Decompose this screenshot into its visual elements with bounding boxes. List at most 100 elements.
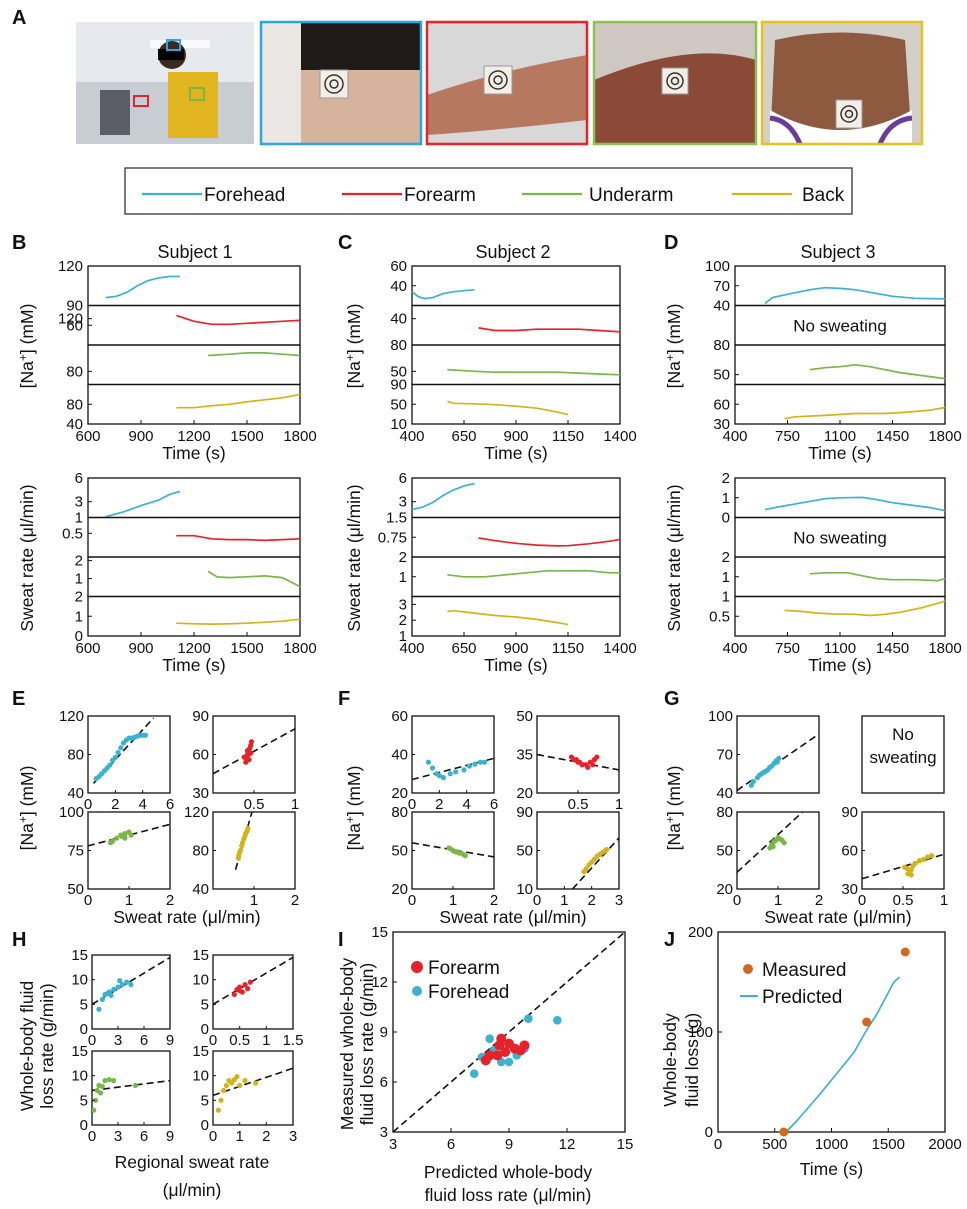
- x-tick-label: 600: [75, 640, 100, 657]
- y-tick-label: 40: [391, 747, 408, 764]
- series-line-underarm: [207, 570, 301, 588]
- legend-label-forearm: Forearm: [428, 958, 500, 979]
- data-point: [770, 844, 776, 850]
- y-tick-label: 60: [66, 317, 83, 334]
- x-tick-label: 1: [774, 892, 782, 909]
- data-point: [105, 990, 111, 997]
- photo-strip: [76, 20, 924, 146]
- panel-i: 3 6 9 12 15 3 6 9 12 15 Forearm Forehead: [371, 924, 633, 1153]
- subplot-frame: [212, 811, 296, 890]
- x-tick-label: 1100: [824, 428, 856, 445]
- y-tick-label: 90: [390, 377, 407, 394]
- y-tick-label: 50: [390, 396, 407, 413]
- track-frame: [87, 265, 301, 307]
- subplot-frame: [87, 811, 171, 890]
- subplot-forehead: 20 40 60 0 2 4 6: [391, 708, 498, 813]
- y-tick-label: 15: [192, 1043, 209, 1060]
- data-point: [114, 835, 120, 841]
- data-point: [107, 762, 113, 768]
- y-tick-label: 40: [66, 416, 83, 433]
- x-tick-label: 2: [435, 796, 443, 813]
- y-tick-label: 10: [516, 881, 533, 898]
- y-tick-label: 100: [59, 804, 84, 821]
- x-tick-label: 2: [262, 1128, 270, 1145]
- track-frame: [87, 383, 301, 425]
- panel-letter-I: I: [338, 929, 344, 951]
- xlabel-sweat-F: Sweat rate (μl/min): [439, 907, 586, 927]
- x-tick-label: 6: [490, 796, 498, 813]
- track-forearm: No sweating: [734, 304, 946, 346]
- y-tick-label: 70: [716, 747, 733, 764]
- y-tick-label: 80: [67, 747, 84, 764]
- panel-letter-H: H: [12, 929, 26, 951]
- x-tick-label: 9: [505, 1136, 513, 1153]
- data-point: [92, 1107, 97, 1113]
- subplot-forehead: 40 70 100: [708, 708, 820, 802]
- y-tick-label: 1: [75, 571, 83, 588]
- fit-line: [412, 842, 494, 858]
- data-point: [99, 996, 105, 1003]
- x-tick-label: 6: [140, 1032, 148, 1049]
- subplot-back: 10 50 90 0 1 2 3: [516, 804, 623, 909]
- data-point: [142, 732, 148, 738]
- x-tick-label: 1800: [283, 428, 316, 445]
- data-point-forehead: [485, 1034, 494, 1043]
- series-line-forehead: [411, 482, 475, 511]
- y-tick-label: 80: [66, 363, 83, 380]
- subplot-back: 0 5 10 15 0 1 2 3: [192, 1043, 297, 1145]
- track-underarm: 12: [722, 549, 946, 598]
- x-tick-label: 1: [125, 892, 133, 909]
- panel-letter-B: B: [12, 232, 26, 254]
- y-tick-label: 3: [399, 596, 407, 613]
- data-point: [769, 763, 775, 769]
- y-tick-label: 70: [713, 278, 730, 295]
- y-tick-label: 60: [713, 396, 730, 413]
- track-frame: [411, 344, 621, 386]
- data-point: [223, 1082, 229, 1089]
- fit-line: [537, 753, 619, 771]
- subplot-frame: [861, 811, 945, 890]
- y-tick-label: 120: [184, 804, 209, 821]
- legend-marker-forehead: [412, 986, 422, 996]
- y-tick-label: 2: [75, 553, 83, 570]
- y-tick-label: 20: [716, 881, 733, 898]
- subplot-frame: [212, 954, 294, 1030]
- y-tick-label: 50: [516, 708, 533, 725]
- x-tick-label: 900: [128, 640, 153, 657]
- y-tick-label: 10: [192, 1068, 209, 1085]
- subplot-forearm: No sweating: [861, 715, 945, 794]
- x-tick-label: 1800: [928, 640, 961, 657]
- y-tick-label: 12: [371, 974, 388, 991]
- data-point: [118, 745, 124, 751]
- data-point: [242, 1078, 248, 1084]
- series-line-underarm: [809, 571, 946, 582]
- x-axis-label: Time (s): [808, 443, 872, 463]
- x-axis-label: Time (s): [808, 655, 872, 675]
- track-forehead: 40 70 100: [705, 258, 946, 315]
- y-tick-label: 10: [71, 972, 88, 989]
- subplot-frame: [536, 715, 620, 794]
- data-point: [92, 1097, 99, 1103]
- data-point: [106, 1077, 112, 1083]
- x-tick-label: 2000: [928, 1136, 961, 1153]
- series-line-back: [447, 400, 569, 416]
- data-point: [577, 759, 583, 765]
- y-tick-label: 50: [67, 881, 84, 898]
- x-tick-label: 0: [88, 1128, 96, 1145]
- legend-marker-forearm: [411, 961, 423, 973]
- y-tick-label: 5: [201, 1092, 209, 1109]
- ylabel-H-line1: Whole-body fluid: [17, 981, 37, 1111]
- data-point: [117, 978, 123, 984]
- y-tick-label: 15: [371, 924, 388, 941]
- series-line-forearm: [478, 327, 621, 333]
- x-tick-label: 0: [88, 1032, 96, 1049]
- legend-label-predicted: Predicted: [762, 987, 842, 1008]
- x-axis-label: Time (s): [484, 443, 548, 463]
- forehead-patch-photo: [259, 20, 423, 146]
